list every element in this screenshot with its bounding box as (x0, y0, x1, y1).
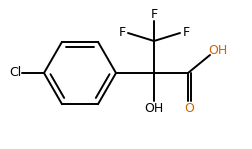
Text: O: O (184, 101, 194, 114)
Text: OH: OH (208, 45, 228, 58)
Text: F: F (150, 8, 158, 21)
Text: OH: OH (144, 101, 164, 114)
Text: Cl: Cl (9, 66, 21, 80)
Text: F: F (182, 27, 190, 39)
Text: F: F (118, 27, 125, 39)
